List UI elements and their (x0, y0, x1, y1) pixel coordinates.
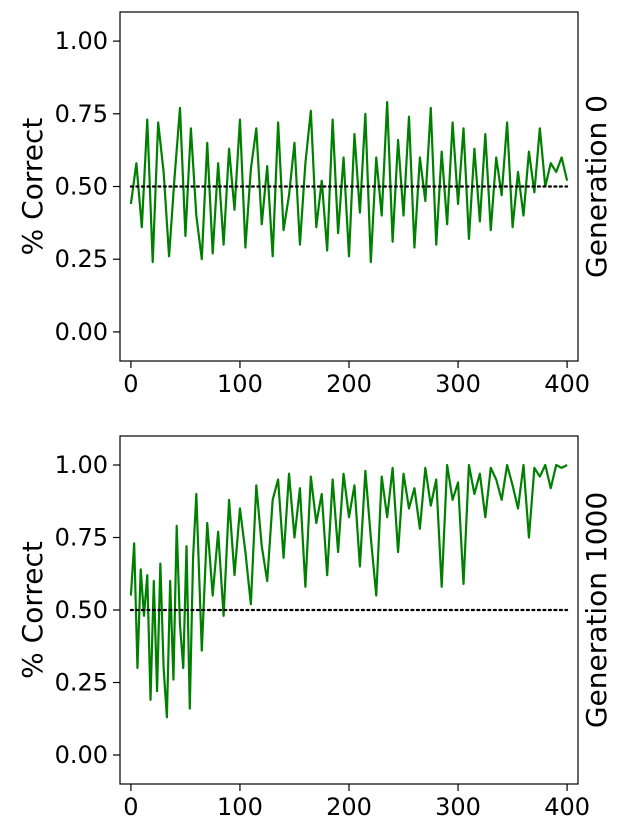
y-axis-label: % Correct (16, 541, 49, 679)
y-tick-label: 0.00 (55, 741, 108, 769)
x-tick-label: 0 (123, 793, 138, 821)
x-tick-label: 200 (326, 793, 372, 821)
y-tick-label: 0.50 (55, 173, 108, 201)
chart-panel-0: 0 100 200 300 400 0.00 0.25 0.50 0.75 1.00 % Corre… (16, 11, 613, 398)
x-tick-label: 300 (435, 370, 481, 398)
y-tick-label: 0.75 (55, 100, 108, 128)
x-tick-label: 300 (435, 793, 481, 821)
y-tick-label: 0.25 (55, 669, 108, 697)
accuracy-series-line (129, 463, 568, 719)
x-tick-label: 100 (217, 793, 263, 821)
y-tick-label: 0.50 (55, 596, 108, 624)
y-tick-label: 1.00 (55, 27, 108, 55)
y-tick-label: 0.00 (55, 318, 108, 346)
x-tick-label: 400 (544, 370, 590, 398)
x-tick-label: 200 (326, 370, 372, 398)
y-tick-label: 0.25 (55, 245, 108, 273)
x-tick-label: 400 (544, 793, 590, 821)
accuracy-series-line (129, 101, 569, 264)
x-tick-label: 0 (123, 370, 138, 398)
chart-panel-1: 0 100 200 300 400 0.00 0.25 0.50 0.75 1.00 % Corre… (16, 435, 613, 821)
y-axis-label: % Correct (16, 118, 49, 256)
y-tick-label: 0.75 (55, 524, 108, 552)
generation-label: Generation 1000 (580, 492, 613, 728)
x-tick-label: 100 (217, 370, 263, 398)
y-tick-label: 1.00 (55, 451, 108, 479)
generation-label: Generation 0 (580, 95, 613, 278)
